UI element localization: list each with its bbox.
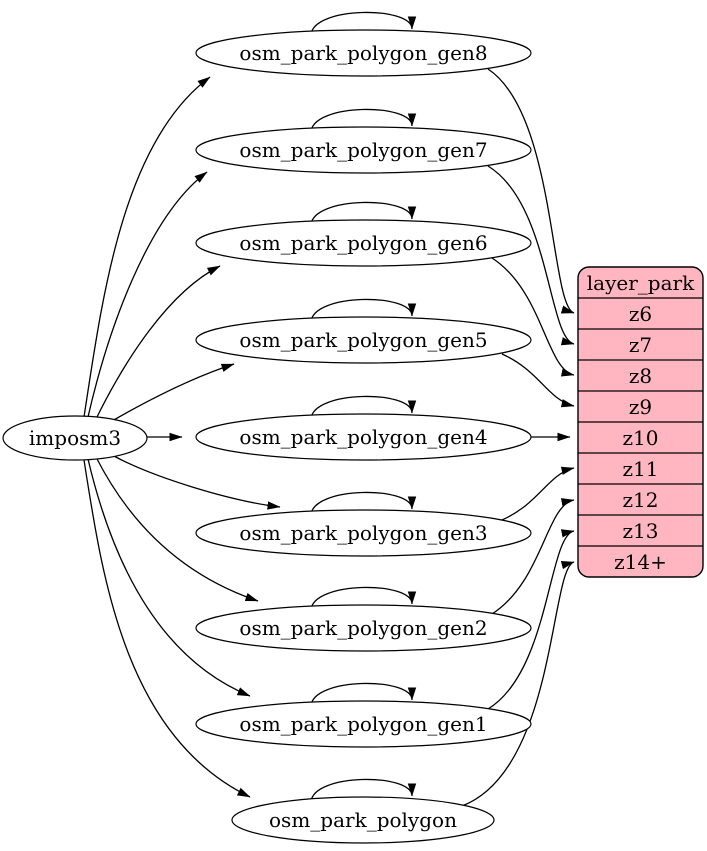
node-imposm3: imposm3 bbox=[2, 415, 148, 461]
layer-park-header-label: layer_park bbox=[587, 271, 695, 295]
node-layer-park: layer_park z6 z7 z8 z9 z10 z11 z12 z13 z… bbox=[577, 266, 704, 578]
node-osm-park-polygon-gen2-shape bbox=[195, 604, 532, 652]
zoom-row-label-z14: z14+ bbox=[614, 550, 667, 574]
node-osm-park-polygon-gen2-label: osm_park_polygon_gen2 bbox=[239, 616, 487, 640]
edge-imposm3-to-osm-park-polygon bbox=[83, 459, 251, 798]
node-osm-park-polygon-gen4-shape bbox=[195, 413, 532, 461]
edge-osm-park-polygon-gen3-to-z11 bbox=[501, 466, 575, 521]
node-osm-park-polygon-shape bbox=[231, 796, 495, 844]
self-loop-osm-park-polygon-gen2 bbox=[310, 586, 417, 611]
zoom-row-label-z13: z13 bbox=[623, 519, 659, 543]
self-loop-osm-park-polygon-gen5 bbox=[310, 298, 417, 323]
node-osm-park-polygon: osm_park_polygon bbox=[231, 796, 495, 844]
node-osm-park-polygon-gen1-label: osm_park_polygon_gen1 bbox=[239, 712, 487, 736]
node-imposm3-label: imposm3 bbox=[29, 426, 121, 450]
zoom-row-label-z11: z11 bbox=[623, 457, 659, 481]
node-osm-park-polygon-gen4-label: osm_park_polygon_gen4 bbox=[239, 425, 487, 449]
node-osm-park-polygon-gen1-shape bbox=[195, 700, 532, 748]
edge-imposm3-to-osm-park-polygon-gen5 bbox=[111, 363, 235, 422]
edges-importer-to-tables bbox=[83, 76, 281, 798]
node-osm-park-polygon-gen1: osm_park_polygon_gen1 bbox=[195, 700, 532, 748]
edge-osm-park-polygon-gen6-to-z8 bbox=[491, 257, 575, 377]
zoom-row-label-z12: z12 bbox=[623, 488, 659, 512]
edge-imposm3-to-osm-park-polygon-gen8 bbox=[83, 76, 211, 418]
self-loop-osm-park-polygon-gen1 bbox=[310, 682, 417, 707]
edge-imposm3-to-osm-park-polygon-gen1 bbox=[87, 458, 251, 697]
zoom-row-label-z9: z9 bbox=[629, 395, 652, 419]
node-osm-park-polygon-gen8-label: osm_park_polygon_gen8 bbox=[239, 41, 487, 65]
edges-tables-to-layer bbox=[461, 68, 575, 807]
edge-osm-park-polygon-gen7-to-z7 bbox=[487, 165, 575, 346]
node-osm-park-polygon-gen7-shape bbox=[195, 126, 532, 174]
self-loop-osm-park-polygon-gen6 bbox=[310, 201, 417, 226]
edge-imposm3-to-osm-park-polygon-gen3 bbox=[111, 454, 281, 510]
self-loop-osm-park-polygon-gen8 bbox=[310, 11, 417, 36]
node-osm-park-polygon-gen5: osm_park_polygon_gen5 bbox=[195, 316, 532, 364]
node-osm-park-polygon-label: osm_park_polygon bbox=[269, 808, 457, 832]
self-loop-edges bbox=[310, 11, 417, 803]
node-osm-park-polygon-gen2: osm_park_polygon_gen2 bbox=[195, 604, 532, 652]
node-osm-park-polygon-gen7: osm_park_polygon_gen7 bbox=[195, 126, 532, 174]
node-osm-park-polygon-gen5-shape bbox=[195, 316, 532, 364]
edge-imposm3-to-osm-park-polygon-gen2 bbox=[95, 456, 259, 602]
zoom-row-label-z10: z10 bbox=[623, 426, 659, 450]
node-osm-park-polygon-gen5-label: osm_park_polygon_gen5 bbox=[239, 328, 487, 352]
node-osm-park-polygon-gen6-label: osm_park_polygon_gen6 bbox=[239, 231, 487, 255]
node-osm-park-polygon-gen8-shape bbox=[195, 29, 532, 77]
node-osm-park-polygon-gen3-label: osm_park_polygon_gen3 bbox=[239, 521, 487, 545]
self-loop-osm-park-polygon bbox=[310, 778, 417, 803]
node-osm-park-polygon-gen6-shape bbox=[195, 219, 532, 267]
zoom-row-label-z6: z6 bbox=[629, 302, 652, 326]
node-osm-park-polygon-gen3: osm_park_polygon_gen3 bbox=[195, 509, 532, 557]
node-imposm3-shape bbox=[2, 415, 148, 461]
edge-osm-park-polygon-gen5-to-z9 bbox=[501, 353, 575, 408]
node-osm-park-polygon-gen8: osm_park_polygon_gen8 bbox=[195, 29, 532, 77]
edge-imposm3-to-osm-park-polygon-gen6 bbox=[95, 265, 221, 420]
edge-osm-park-polygon-to-z14 bbox=[461, 561, 575, 807]
zoom-row-label-z7: z7 bbox=[629, 333, 652, 357]
edge-osm-park-polygon-gen2-to-z12 bbox=[491, 498, 575, 615]
node-osm-park-polygon-gen3-shape bbox=[195, 509, 532, 557]
node-osm-park-polygon-gen4: osm_park_polygon_gen4 bbox=[195, 413, 532, 461]
self-loop-osm-park-polygon-gen7 bbox=[310, 108, 417, 133]
self-loop-osm-park-polygon-gen3 bbox=[310, 491, 417, 516]
node-osm-park-polygon-gen6: osm_park_polygon_gen6 bbox=[195, 219, 532, 267]
edge-osm-park-polygon-gen8-to-z6 bbox=[487, 68, 575, 314]
edge-osm-park-polygon-gen1-to-z13 bbox=[487, 529, 575, 710]
zoom-row-label-z8: z8 bbox=[629, 364, 652, 388]
node-osm-park-polygon-gen7-label: osm_park_polygon_gen7 bbox=[239, 138, 487, 162]
edge-imposm3-to-osm-park-polygon-gen7 bbox=[87, 171, 208, 418]
self-loop-osm-park-polygon-gen4 bbox=[310, 395, 417, 420]
